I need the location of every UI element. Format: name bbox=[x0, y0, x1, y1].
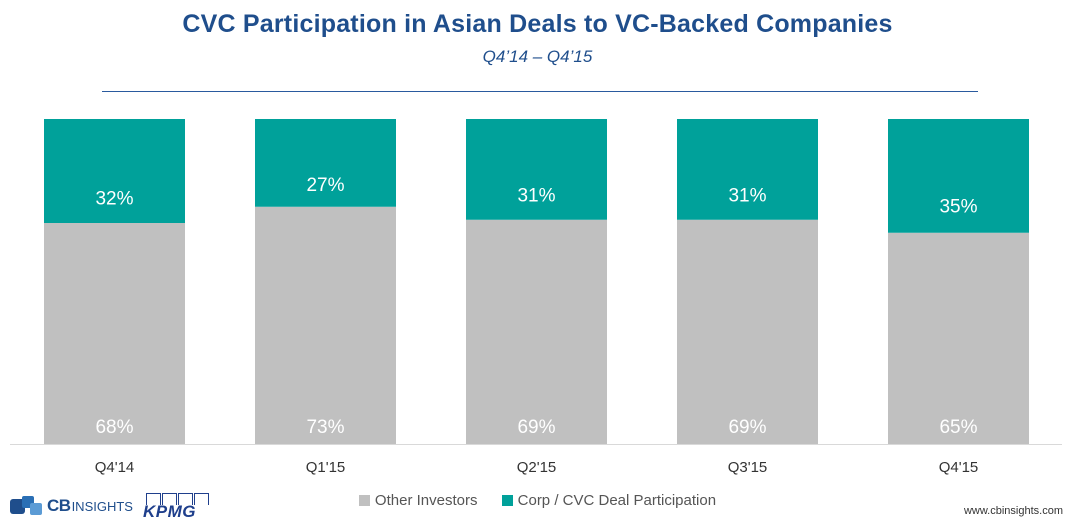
x-tick-label: Q2'15 bbox=[517, 459, 557, 476]
cb-insights-logo: CB INSIGHTS bbox=[10, 496, 133, 516]
x-tick-label: Q1'15 bbox=[306, 459, 346, 476]
bar-other-investors bbox=[255, 206, 396, 444]
cb-insights-mark-icon bbox=[10, 496, 42, 515]
legend-item-corp: Corp / CVC Deal Participation bbox=[501, 492, 717, 509]
chart-title: CVC Participation in Asian Deals to VC-B… bbox=[182, 10, 893, 38]
data-label-corp-cvc: 32% bbox=[95, 188, 133, 209]
legend-label-other: Other Investors bbox=[374, 492, 478, 509]
data-label-other-investors: 73% bbox=[306, 417, 344, 438]
data-label-other-investors: 68% bbox=[95, 417, 133, 438]
cb-logo-subtext: INSIGHTS bbox=[71, 498, 133, 514]
bar-corp-cvc bbox=[466, 119, 607, 220]
x-tick-label: Q4'15 bbox=[939, 459, 979, 476]
data-label-other-investors: 69% bbox=[517, 417, 555, 438]
kpmg-boxes-icon bbox=[146, 493, 210, 505]
kpmg-logo-text: KPMG bbox=[143, 502, 196, 521]
data-label-corp-cvc: 31% bbox=[517, 186, 555, 207]
data-label-other-investors: 65% bbox=[939, 417, 977, 438]
legend-swatch-corp bbox=[501, 495, 513, 506]
data-label-corp-cvc: 27% bbox=[306, 175, 344, 196]
x-tick-label: Q3'15 bbox=[728, 459, 768, 476]
legend: Other Investors Corp / CVC Deal Particip… bbox=[0, 492, 1075, 510]
title-divider bbox=[102, 91, 978, 92]
x-tick-label: Q4'14 bbox=[95, 459, 135, 476]
bar-corp-cvc bbox=[255, 119, 396, 207]
data-label-other-investors: 69% bbox=[728, 417, 766, 438]
data-label-corp-cvc: 35% bbox=[939, 196, 977, 217]
bar-other-investors bbox=[466, 219, 607, 444]
bar-corp-cvc bbox=[44, 119, 185, 223]
website-url: www.cbinsights.com bbox=[963, 505, 1063, 517]
legend-label-corp: Corp / CVC Deal Participation bbox=[517, 492, 717, 509]
legend-swatch-other bbox=[358, 495, 370, 506]
legend-item-other: Other Investors bbox=[358, 492, 478, 509]
cb-logo-text: CB bbox=[47, 496, 71, 515]
kpmg-logo: KPMG bbox=[143, 493, 210, 521]
data-label-corp-cvc: 31% bbox=[728, 186, 766, 207]
chart-subtitle: Q4’14 – Q4’15 bbox=[482, 47, 593, 66]
bar-corp-cvc bbox=[888, 119, 1029, 233]
bar-other-investors bbox=[44, 223, 185, 444]
bar-corp-cvc bbox=[677, 119, 818, 220]
bar-other-investors bbox=[888, 232, 1029, 444]
bar-other-investors bbox=[677, 219, 818, 444]
